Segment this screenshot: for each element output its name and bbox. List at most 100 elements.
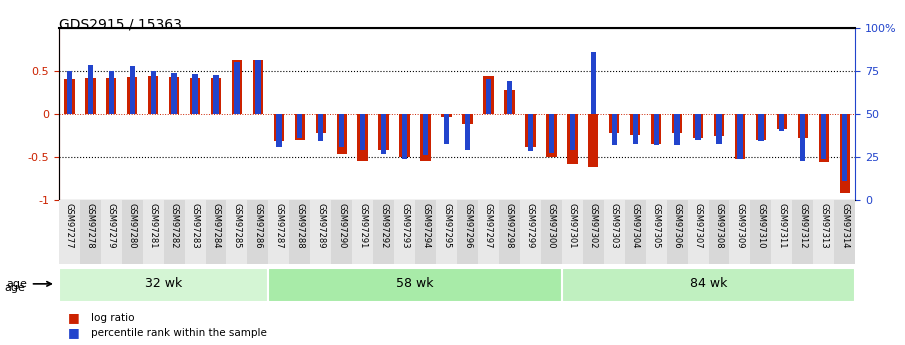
Bar [693, 114, 703, 138]
Text: GSM97300: GSM97300 [547, 203, 556, 249]
Bar [604, 200, 624, 264]
Text: age: age [5, 283, 25, 293]
Bar [205, 200, 226, 264]
Text: GSM97279: GSM97279 [107, 203, 116, 249]
Bar [771, 200, 793, 264]
Text: GSM97308: GSM97308 [715, 203, 723, 249]
Bar [800, 114, 805, 161]
Bar [106, 78, 117, 114]
Bar [583, 200, 604, 264]
Bar [562, 200, 583, 264]
Bar [226, 200, 247, 264]
Bar [232, 60, 243, 114]
Text: ■: ■ [68, 326, 80, 339]
Bar [738, 114, 743, 159]
Bar [444, 114, 449, 144]
Bar [457, 200, 478, 264]
Text: GSM97283: GSM97283 [191, 203, 199, 249]
Bar [295, 114, 305, 140]
Bar [214, 75, 219, 114]
Bar [569, 114, 575, 150]
Text: GSM97305: GSM97305 [652, 203, 661, 249]
Text: GSM97292: GSM97292 [379, 203, 388, 249]
Bar [695, 114, 700, 140]
Bar [758, 114, 764, 141]
Text: GSM97302: GSM97302 [589, 203, 597, 249]
Bar [331, 200, 352, 264]
Bar [776, 114, 787, 129]
Bar [465, 114, 470, 150]
Bar [528, 114, 533, 151]
Bar [504, 90, 515, 114]
Bar [276, 114, 281, 147]
Bar [843, 114, 847, 181]
Text: GSM97293: GSM97293 [400, 203, 409, 249]
Bar [478, 200, 499, 264]
Bar [121, 200, 143, 264]
Text: 58 wk: 58 wk [396, 277, 433, 290]
Bar [834, 200, 855, 264]
Bar [717, 114, 721, 144]
Bar [378, 114, 389, 150]
Text: GSM97310: GSM97310 [757, 203, 766, 249]
Bar [840, 114, 850, 193]
Text: GDS2915 / 15363: GDS2915 / 15363 [59, 17, 182, 31]
Bar [609, 114, 619, 133]
Bar [499, 200, 519, 264]
Text: GSM97289: GSM97289 [317, 203, 325, 249]
Text: GSM97301: GSM97301 [567, 203, 576, 249]
Text: 84 wk: 84 wk [690, 277, 728, 290]
Text: GSM97314: GSM97314 [840, 203, 849, 249]
Text: GSM97277: GSM97277 [65, 203, 74, 249]
Bar [247, 200, 269, 264]
Bar [709, 200, 729, 264]
Text: GSM97309: GSM97309 [736, 203, 745, 249]
Bar [273, 114, 284, 141]
Text: log ratio: log ratio [90, 313, 134, 323]
Bar [507, 81, 512, 114]
Bar [729, 200, 750, 264]
Bar [483, 76, 494, 114]
Text: GSM97281: GSM97281 [148, 203, 157, 249]
Text: GSM97287: GSM97287 [274, 203, 283, 249]
Bar [624, 200, 645, 264]
Text: GSM97297: GSM97297 [484, 203, 493, 249]
Text: GSM97304: GSM97304 [631, 203, 640, 249]
Bar [525, 114, 536, 147]
Text: GSM97295: GSM97295 [442, 203, 451, 249]
Bar [59, 200, 80, 264]
Bar [80, 200, 100, 264]
Bar [672, 114, 682, 133]
Bar [645, 200, 667, 264]
Bar [373, 200, 395, 264]
Bar [319, 114, 323, 141]
Bar [667, 200, 688, 264]
Bar [337, 114, 347, 154]
Text: GSM97299: GSM97299 [526, 203, 535, 249]
Bar [109, 71, 114, 114]
Bar [211, 78, 221, 114]
Text: GSM97282: GSM97282 [169, 203, 178, 249]
Bar [310, 200, 331, 264]
Text: age: age [6, 279, 27, 289]
Text: GSM97312: GSM97312 [798, 203, 807, 249]
Bar [316, 114, 326, 133]
Bar [234, 62, 240, 114]
Text: ■: ■ [68, 311, 80, 324]
Bar [148, 76, 158, 114]
Bar [255, 60, 261, 114]
Bar [793, 200, 814, 264]
Bar [64, 79, 74, 114]
Bar [519, 200, 541, 264]
Bar [714, 114, 724, 136]
Text: GSM97290: GSM97290 [338, 203, 347, 249]
Bar [420, 114, 431, 161]
Bar [674, 114, 680, 145]
Bar [67, 71, 71, 114]
Bar [190, 78, 200, 114]
Bar [193, 74, 197, 114]
Bar [381, 114, 386, 155]
Bar [100, 200, 121, 264]
Bar [185, 200, 205, 264]
Text: GSM97278: GSM97278 [86, 203, 95, 249]
